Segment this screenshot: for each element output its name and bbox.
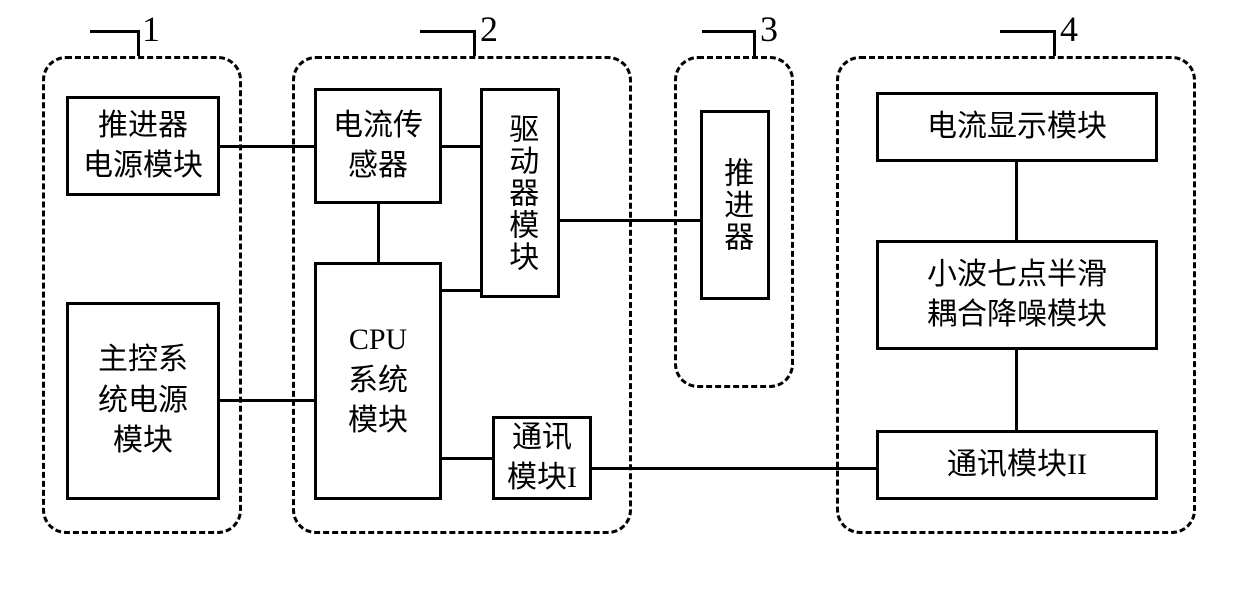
box-label-main_power: 主控系统电源模块	[98, 340, 188, 462]
callout-g4	[1000, 30, 1056, 56]
group-label-g3: 3	[760, 8, 778, 50]
box-comm2: 通讯模块II	[876, 430, 1158, 500]
callout-g1	[90, 30, 140, 56]
edge-main_power-cpu	[220, 399, 314, 402]
box-wavelet: 小波七点半滑耦合降噪模块	[876, 240, 1158, 350]
edge-wavelet-comm2	[1015, 350, 1018, 430]
box-label-current_sensor: 电流传感器	[333, 106, 423, 187]
box-label-cpu: CPU系统模块	[348, 320, 408, 442]
edge-display-wavelet	[1015, 162, 1018, 240]
edge-current_sensor-cpu	[377, 204, 380, 262]
box-label-thruster: 推进器	[715, 157, 756, 253]
callout-g2	[420, 30, 476, 56]
box-label-comm1: 通讯模块I	[507, 418, 577, 499]
callout-g3	[702, 30, 756, 56]
edge-driver-thruster	[560, 219, 700, 222]
edge-cpu-comm1	[442, 457, 492, 460]
box-comm1: 通讯模块I	[492, 416, 592, 500]
box-label-comm2: 通讯模块II	[947, 445, 1087, 486]
box-label-driver: 驱动器模块	[500, 113, 541, 273]
box-cpu: CPU系统模块	[314, 262, 442, 500]
box-current_sensor: 电流传感器	[314, 88, 442, 204]
group-label-g4: 4	[1060, 8, 1078, 50]
box-label-display: 电流显示模块	[927, 107, 1107, 148]
group-label-g1: 1	[142, 8, 160, 50]
diagram-canvas: 1 2 3 4 推进器电源模块主控系统电源模块 电流传感器 驱动器模块 CPU系统模块通讯模块…	[0, 0, 1240, 602]
box-label-wavelet: 小波七点半滑耦合降噪模块	[927, 255, 1107, 336]
box-thruster_power: 推进器电源模块	[66, 96, 220, 196]
box-label-thruster_power: 推进器电源模块	[83, 106, 203, 187]
edge-cpu-driver	[442, 289, 480, 292]
edge-thruster_power-current_sensor	[220, 145, 314, 148]
box-driver: 驱动器模块	[480, 88, 560, 298]
edge-current_sensor-driver	[442, 145, 480, 148]
group-label-g2: 2	[480, 8, 498, 50]
box-display: 电流显示模块	[876, 92, 1158, 162]
edge-comm1-comm2	[592, 467, 876, 470]
box-thruster: 推进器	[700, 110, 770, 300]
box-main_power: 主控系统电源模块	[66, 302, 220, 500]
